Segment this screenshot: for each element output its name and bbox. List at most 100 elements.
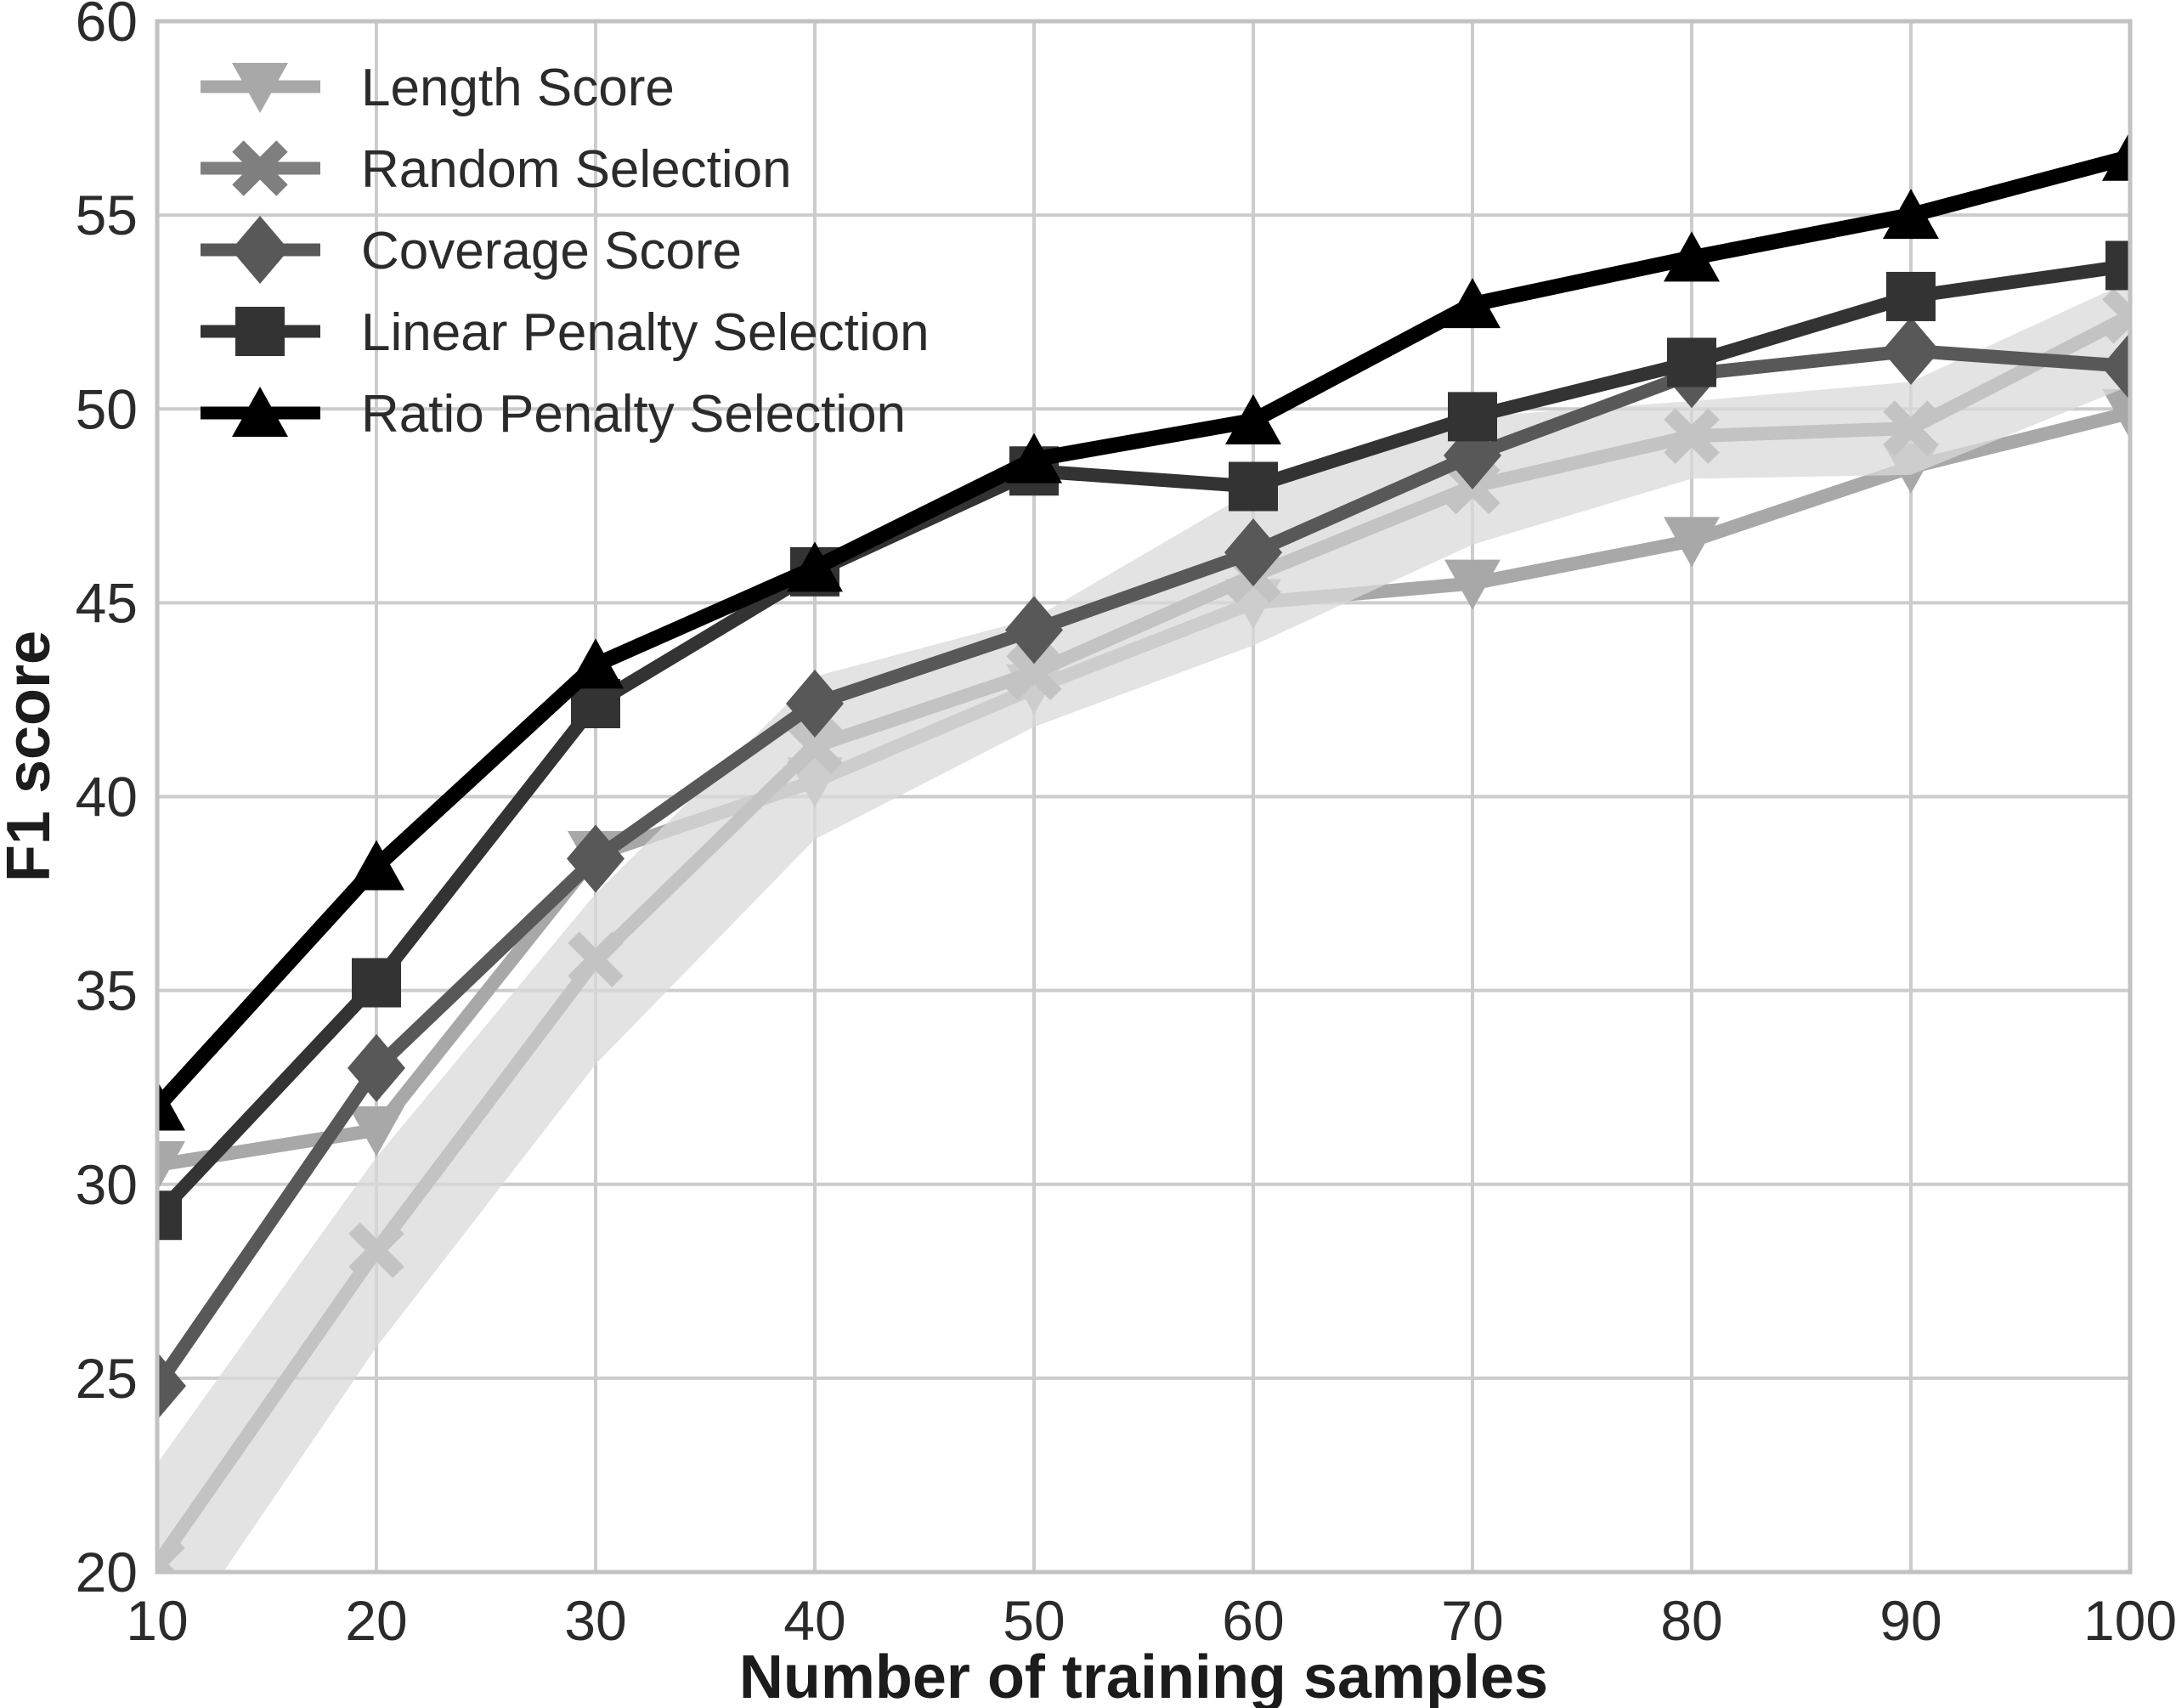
data-point-ratio-penalty-selection (568, 638, 624, 689)
diamond-marker (1882, 316, 1940, 385)
y-tick-label: 45 (76, 571, 138, 634)
data-point-length-score (1664, 517, 1720, 568)
data-point-linear-penalty-selection (1886, 271, 1936, 321)
legend-marker-x (232, 140, 288, 196)
data-point-linear-penalty-selection (1448, 392, 1497, 442)
diamond-marker (1005, 596, 1063, 665)
y-tick-label: 50 (76, 377, 138, 440)
y-tick-label: 35 (76, 959, 138, 1022)
axes-spines (155, 19, 2133, 1575)
x-tick-label: 90 (1879, 1589, 1941, 1652)
x-tick-label: 70 (1441, 1589, 1503, 1652)
data-point-coverage-score (567, 824, 625, 893)
x-tick-label: 20 (345, 1589, 407, 1652)
data-point-ratio-penalty-selection (348, 840, 404, 891)
x-tick-label: 40 (783, 1589, 845, 1652)
diamond-marker (786, 670, 844, 738)
square-marker (352, 958, 401, 1008)
legend: Length Score Random Selection Coverage Sco… (201, 59, 930, 444)
triangle-down-marker (157, 1140, 185, 1191)
triangle-up-marker (1664, 231, 1720, 282)
square-marker (1667, 337, 1716, 387)
data-point-length-score (2102, 388, 2130, 439)
x-tick-label: 100 (2083, 1589, 2176, 1652)
x-tick-label: 80 (1660, 1589, 1722, 1652)
data-point-linear-penalty-selection (1667, 337, 1716, 387)
data-point-ratio-penalty-selection (157, 1080, 185, 1131)
y-axis-label: F1 score (0, 631, 63, 882)
square-marker (1448, 392, 1497, 442)
data-point-coverage-score (1005, 596, 1063, 665)
x-tick-label: 30 (564, 1589, 626, 1652)
plot-area (157, 130, 2130, 1572)
triangle-up-marker (787, 541, 843, 592)
legend-item-label: Random Selection (361, 140, 792, 199)
data-point-ratio-penalty-selection (1444, 278, 1501, 329)
diamond-marker (567, 824, 625, 893)
data-point-ratio-penalty-selection (787, 541, 843, 592)
data-point-coverage-score (2101, 332, 2130, 401)
legend-item-random-selection: Random Selection (201, 140, 792, 199)
y-tick-label: 60 (76, 0, 138, 53)
data-point-ratio-penalty-selection (1664, 231, 1720, 282)
diamond-marker (348, 1033, 405, 1102)
diamond-marker (157, 1352, 186, 1420)
triangle-down-marker (1444, 559, 1501, 610)
series-line-coverage-score (157, 343, 2130, 1390)
y-tick-label: 55 (76, 184, 138, 246)
diamond-marker (1224, 518, 1282, 587)
square-marker (1229, 461, 1278, 512)
triangle-up-marker (348, 840, 404, 891)
legend-item-length-score: Length Score (201, 59, 675, 117)
data-point-coverage-score (348, 1033, 405, 1102)
x-tick-label: 60 (1222, 1589, 1284, 1652)
y-tick-label: 20 (76, 1541, 138, 1603)
square-marker (235, 307, 285, 356)
diamond-marker (2101, 332, 2130, 401)
triangle-up-marker (157, 1080, 185, 1131)
legend-item-label: Ratio Penalty Selection (361, 385, 906, 444)
data-point-ratio-penalty-selection (1225, 393, 1281, 444)
data-point-length-score (1444, 559, 1501, 610)
data-point-ratio-penalty-selection (2102, 130, 2130, 181)
triangle-down-marker (348, 1106, 404, 1157)
data-point-length-score (157, 1140, 185, 1191)
legend-item-label: Length Score (361, 59, 675, 117)
data-point-coverage-score (786, 670, 844, 738)
triangle-down-marker (1664, 517, 1720, 568)
x-axis-label: Number of training samples (739, 1643, 1548, 1708)
y-tick-label: 25 (76, 1347, 138, 1410)
x-tick-label: 50 (1003, 1589, 1065, 1652)
triangle-up-marker (568, 638, 624, 689)
data-point-coverage-score (1224, 518, 1282, 587)
legend-marker-square (235, 307, 285, 356)
legend-item-label: Coverage Score (361, 222, 742, 280)
square-marker (2105, 240, 2130, 291)
y-tick-label: 30 (76, 1153, 138, 1216)
data-point-length-score (348, 1106, 404, 1157)
triangle-down-marker (2102, 388, 2130, 439)
y-tick-label: 40 (76, 766, 138, 829)
triangle-up-marker (2102, 130, 2130, 181)
series-line-linear-penalty-selection (157, 258, 2130, 1220)
legend-item-ratio-penalty-selection: Ratio Penalty Selection (201, 385, 906, 444)
triangle-up-marker (1883, 189, 1939, 240)
data-point-ratio-penalty-selection (1883, 189, 1939, 240)
series-line-ratio-penalty-selection (157, 149, 2130, 1112)
confidence-band (157, 280, 2130, 1572)
data-point-linear-penalty-selection (2105, 240, 2130, 291)
triangle-up-marker (1225, 393, 1281, 444)
legend-marker-diamond (231, 216, 289, 284)
diamond-marker (231, 216, 289, 284)
triangle-up-marker (1444, 278, 1501, 329)
data-point-coverage-score (157, 1352, 186, 1420)
square-marker (1886, 271, 1936, 321)
x-tick-label: 10 (126, 1589, 188, 1652)
legend-marker-triangle-up (232, 387, 288, 437)
data-point-linear-penalty-selection (1229, 461, 1278, 512)
data-point-linear-penalty-selection (352, 958, 401, 1008)
data-point-coverage-score (1882, 316, 1940, 385)
triangle-up-marker (232, 387, 288, 437)
